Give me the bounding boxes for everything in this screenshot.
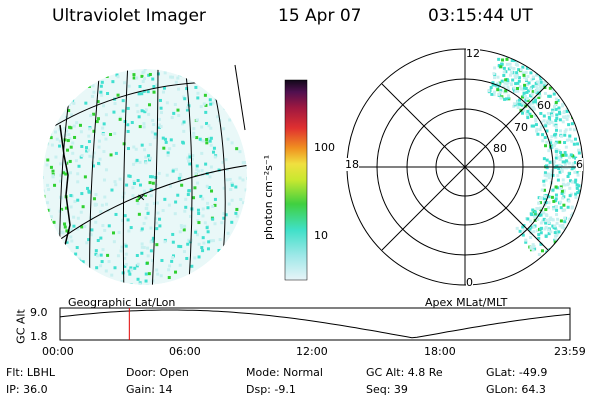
colorbar-tick-100: 100 [314, 141, 335, 154]
left-panel-label: Geographic Lat/Lon [68, 296, 176, 309]
timeline-xtick-1: 06:00 [169, 345, 201, 358]
altitude-timeline [59, 307, 571, 341]
info-mode: Mode: Normal [246, 366, 323, 379]
info-ip: IP: 36.0 [6, 383, 48, 396]
timeline-ytick-low: 1.8 [30, 330, 48, 343]
polar-plot [346, 48, 584, 286]
colorbar-unit-label: photon cm⁻²s⁻¹ [262, 154, 275, 240]
info-flt: Flt: LBHL [6, 366, 55, 379]
timeline-xtick-2: 12:00 [296, 345, 328, 358]
time-label: 03:15:44 UT [428, 6, 533, 26]
geographic-map: ✕ [43, 69, 247, 285]
mlt-label-0: 0 [466, 276, 473, 289]
colorbar-tick-10: 10 [314, 229, 328, 242]
right-panel-label: Apex MLat/MLT [425, 296, 508, 309]
mlt-label-18: 18 [345, 158, 359, 171]
date-label: 15 Apr 07 [278, 6, 362, 26]
colorbar [284, 79, 308, 281]
mlt-label-6: 6 [576, 158, 583, 171]
lat-label-70: 70 [514, 121, 528, 134]
edge-line [234, 64, 246, 131]
subsatellite-marker: ✕ [137, 193, 145, 204]
info-gc-alt: GC Alt: 4.8 Re [366, 366, 443, 379]
info-glon: GLon: 64.3 [486, 383, 546, 396]
aurora-oval-points [487, 50, 583, 263]
mlt-label-12: 12 [466, 47, 480, 60]
info-gain: Gain: 14 [126, 383, 173, 396]
lat-label-60: 60 [537, 99, 551, 112]
info-glat: GLat: -49.9 [486, 366, 548, 379]
timeline-xtick-0: 00:00 [42, 345, 74, 358]
lat-label-80: 80 [493, 142, 507, 155]
altitude-curve [59, 309, 571, 339]
app-title: Ultraviolet Imager [52, 6, 206, 26]
info-dsp: Dsp: -9.1 [246, 383, 296, 396]
timeline-ytick-high: 9.0 [30, 306, 48, 319]
timeline-ylabel: GC Alt [14, 309, 28, 344]
info-door: Door: Open [126, 366, 189, 379]
timeline-xtick-4: 23:59 [554, 345, 586, 358]
timeline-xtick-3: 18:00 [424, 345, 456, 358]
info-seq: Seq: 39 [366, 383, 408, 396]
